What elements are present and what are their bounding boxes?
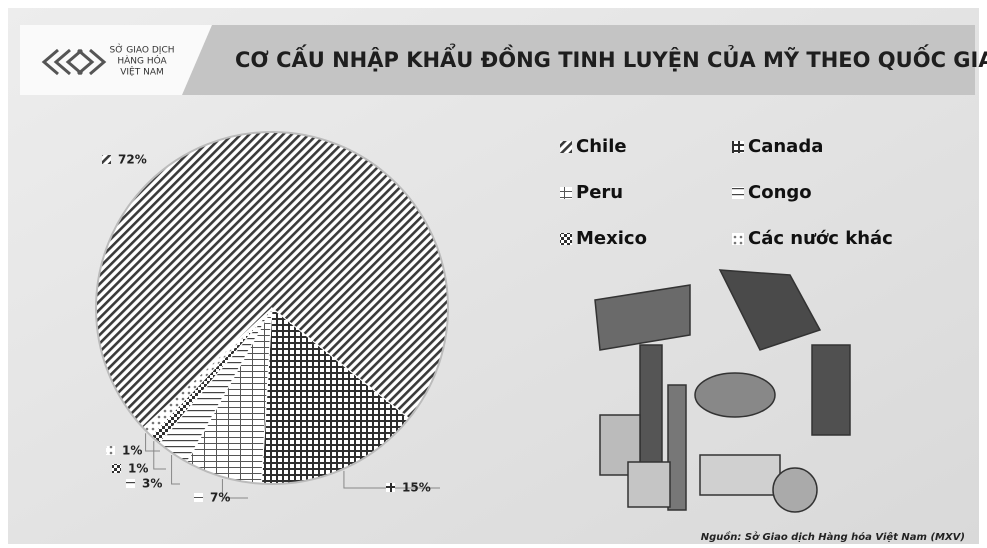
leader-line [171, 454, 180, 485]
data-label: 3% [142, 477, 162, 491]
logo-text: VIỆT NAM [120, 66, 164, 78]
leader-line [343, 470, 440, 489]
logo-text: SỞ GIAO DỊCH [110, 44, 175, 56]
logo-text: HÀNG HÓA [117, 55, 167, 67]
data-label: 1% [122, 444, 142, 458]
legend-swatch [732, 233, 744, 245]
label-swatch [126, 479, 135, 488]
leader-line [145, 433, 160, 452]
legend-swatch [732, 141, 744, 153]
data-label: 1% [128, 462, 148, 476]
title-banner [170, 25, 975, 95]
illustration [594, 269, 851, 513]
data-label: 7% [210, 491, 230, 505]
source-note: Nguồn: Sở Giao dịch Hàng hóa Việt Nam (M… [701, 530, 965, 543]
label-swatch [106, 446, 115, 455]
chart-title: CƠ CẤU NHẬP KHẨU ĐỒNG TINH LUYỆN CỦA MỸ … [235, 44, 987, 72]
label-swatch [102, 155, 111, 164]
data-label: 15% [402, 481, 431, 495]
leader-line [221, 478, 248, 499]
data-label: 72% [118, 153, 147, 167]
label-swatch [194, 493, 203, 502]
logo-mark [41, 48, 107, 76]
label-swatch [112, 464, 121, 473]
logo-box [20, 25, 212, 95]
legend-swatch [560, 141, 572, 153]
pie-outline [95, 131, 449, 485]
legend-swatch [732, 187, 744, 199]
leader-line [153, 441, 166, 470]
legend-label: Chile [576, 136, 627, 157]
legend-label: Peru [576, 182, 623, 203]
legend-label: Canada [748, 136, 823, 157]
legend-swatch [560, 233, 572, 245]
legend-label: Các nước khác [748, 228, 893, 249]
label-swatch [386, 483, 395, 492]
legend-label: Mexico [576, 228, 647, 249]
legend-swatch [560, 187, 572, 199]
legend-label: Congo [748, 182, 812, 203]
